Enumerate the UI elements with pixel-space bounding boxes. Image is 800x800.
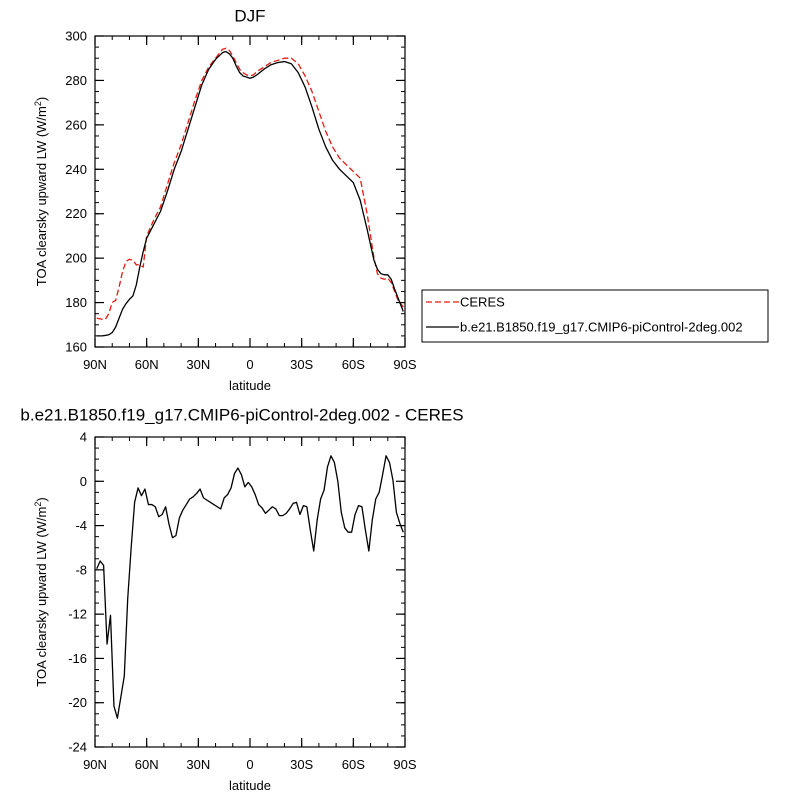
legend-label: CERES <box>460 295 505 310</box>
panel-top-chart: DJF 90N 60N 30N 0 30S 60S 90S 160 180 200 220 240 260… <box>33 6 417 393</box>
series-line-difference <box>96 455 404 719</box>
x-tick-label: 30S <box>290 757 313 772</box>
y-axis-label: TOA clearsky upward LW (W/m2) <box>33 97 49 286</box>
x-axis-label: latitude <box>229 378 271 393</box>
legend: CERES b.e21.B1850.f19_g17.CMIP6-piControl… <box>421 289 769 343</box>
y-tick-label: -16 <box>68 651 87 666</box>
x-tick-label: 60N <box>135 357 159 372</box>
legend-box <box>421 289 769 343</box>
x-tick-label: 90N <box>83 757 107 772</box>
x-tick-label: 90N <box>83 357 107 372</box>
y-tick-label: -12 <box>68 607 87 622</box>
series-line-ceres <box>96 47 404 320</box>
y-tick-label: -8 <box>75 562 87 577</box>
y-tick-label: 220 <box>65 206 87 221</box>
y-tick-label: 0 <box>80 474 87 489</box>
y-tick-label: 200 <box>65 251 87 266</box>
x-tick-label: 30S <box>290 357 313 372</box>
x-tick-label: 30N <box>186 357 210 372</box>
x-tick-label: 30N <box>186 757 210 772</box>
y-tick-label: -20 <box>68 695 87 710</box>
chart-title: DJF <box>234 6 265 25</box>
x-tick-label: 60N <box>135 757 159 772</box>
series-line-model <box>96 50 404 337</box>
y-tick-label: 4 <box>80 430 87 445</box>
x-tick-label: 90S <box>393 757 416 772</box>
plot-frame <box>94 35 406 348</box>
legend-label: b.e21.B1850.f19_g17.CMIP6-piControl-2deg… <box>460 320 743 335</box>
panel-difference-chart: b.e21.B1850.f19_g17.CMIP6-piControl-2deg… <box>20 405 463 793</box>
y-tick-label: 180 <box>65 295 87 310</box>
y-tick-label: -24 <box>68 740 87 755</box>
y-tick-label: 240 <box>65 162 87 177</box>
plot-frame <box>94 436 406 748</box>
y-tick-label: 260 <box>65 117 87 132</box>
x-tick-label: 90S <box>393 357 416 372</box>
y-axis-label: TOA clearsky upward LW (W/m2) <box>33 497 49 686</box>
x-tick-label: 0 <box>246 357 253 372</box>
x-tick-label: 0 <box>246 757 253 772</box>
chart-title: b.e21.B1850.f19_g17.CMIP6-piControl-2deg… <box>20 405 463 424</box>
x-axis-label: latitude <box>229 778 271 793</box>
y-tick-label: 160 <box>65 340 87 355</box>
y-tick-label: 300 <box>65 29 87 44</box>
y-tick-label: -4 <box>75 518 87 533</box>
x-tick-label: 60S <box>342 357 365 372</box>
y-tick-label: 280 <box>65 73 87 88</box>
x-tick-label: 60S <box>342 757 365 772</box>
